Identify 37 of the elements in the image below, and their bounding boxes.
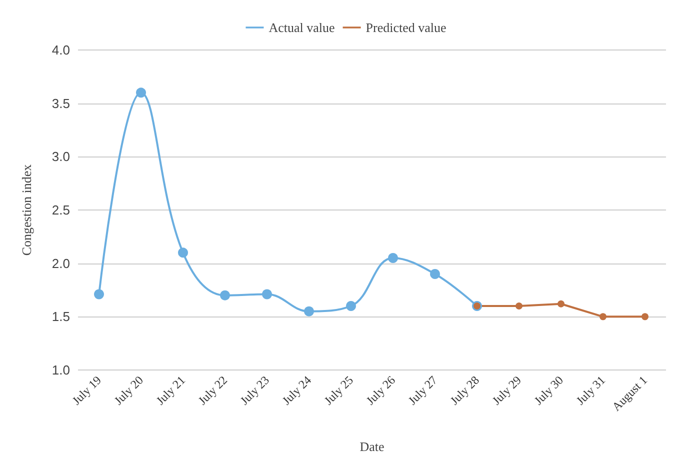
x-tick-label: July 23 — [237, 373, 272, 408]
point — [430, 269, 440, 279]
y-tick-label: 1.5 — [52, 309, 70, 324]
point — [516, 302, 522, 310]
y-tick-label: 3.5 — [52, 96, 70, 111]
x-tick-label: July 20 — [111, 373, 146, 408]
x-tick-label: July 22 — [195, 373, 230, 408]
point — [642, 313, 648, 320]
point — [220, 290, 230, 300]
point — [262, 289, 272, 300]
point — [346, 301, 356, 311]
y-axis-title: Congestion index — [19, 164, 34, 256]
x-tick-label: July 24 — [279, 373, 314, 408]
y-tick-label: 4.0 — [52, 42, 70, 58]
legend-label: Predicted value — [366, 20, 447, 35]
legend-label: Actual value — [268, 20, 336, 35]
x-tick-label: July 25 — [321, 373, 356, 408]
point — [600, 313, 606, 320]
point — [94, 289, 104, 300]
x-tick-label: July 21 — [153, 373, 188, 408]
point — [136, 88, 146, 98]
y-tick-label: 1.0 — [52, 362, 70, 378]
x-axis-title: Date — [360, 439, 384, 454]
x-tick-label: July 30 — [531, 373, 566, 408]
y-tick-label: 2.5 — [52, 202, 70, 218]
x-tick-label: July 26 — [363, 373, 398, 408]
point — [178, 248, 188, 258]
x-tick-label: July 19 — [69, 373, 104, 408]
point — [558, 300, 564, 308]
x-tick-label: July 27 — [405, 373, 440, 408]
y-tick-label: 3.0 — [52, 149, 70, 164]
point — [304, 306, 314, 316]
x-tick-label: July 31 — [573, 373, 608, 408]
point — [388, 253, 398, 263]
y-tick-label: 2.0 — [52, 256, 70, 271]
x-tick-label: July 28 — [447, 373, 482, 408]
x-tick-label: July 29 — [489, 373, 524, 408]
